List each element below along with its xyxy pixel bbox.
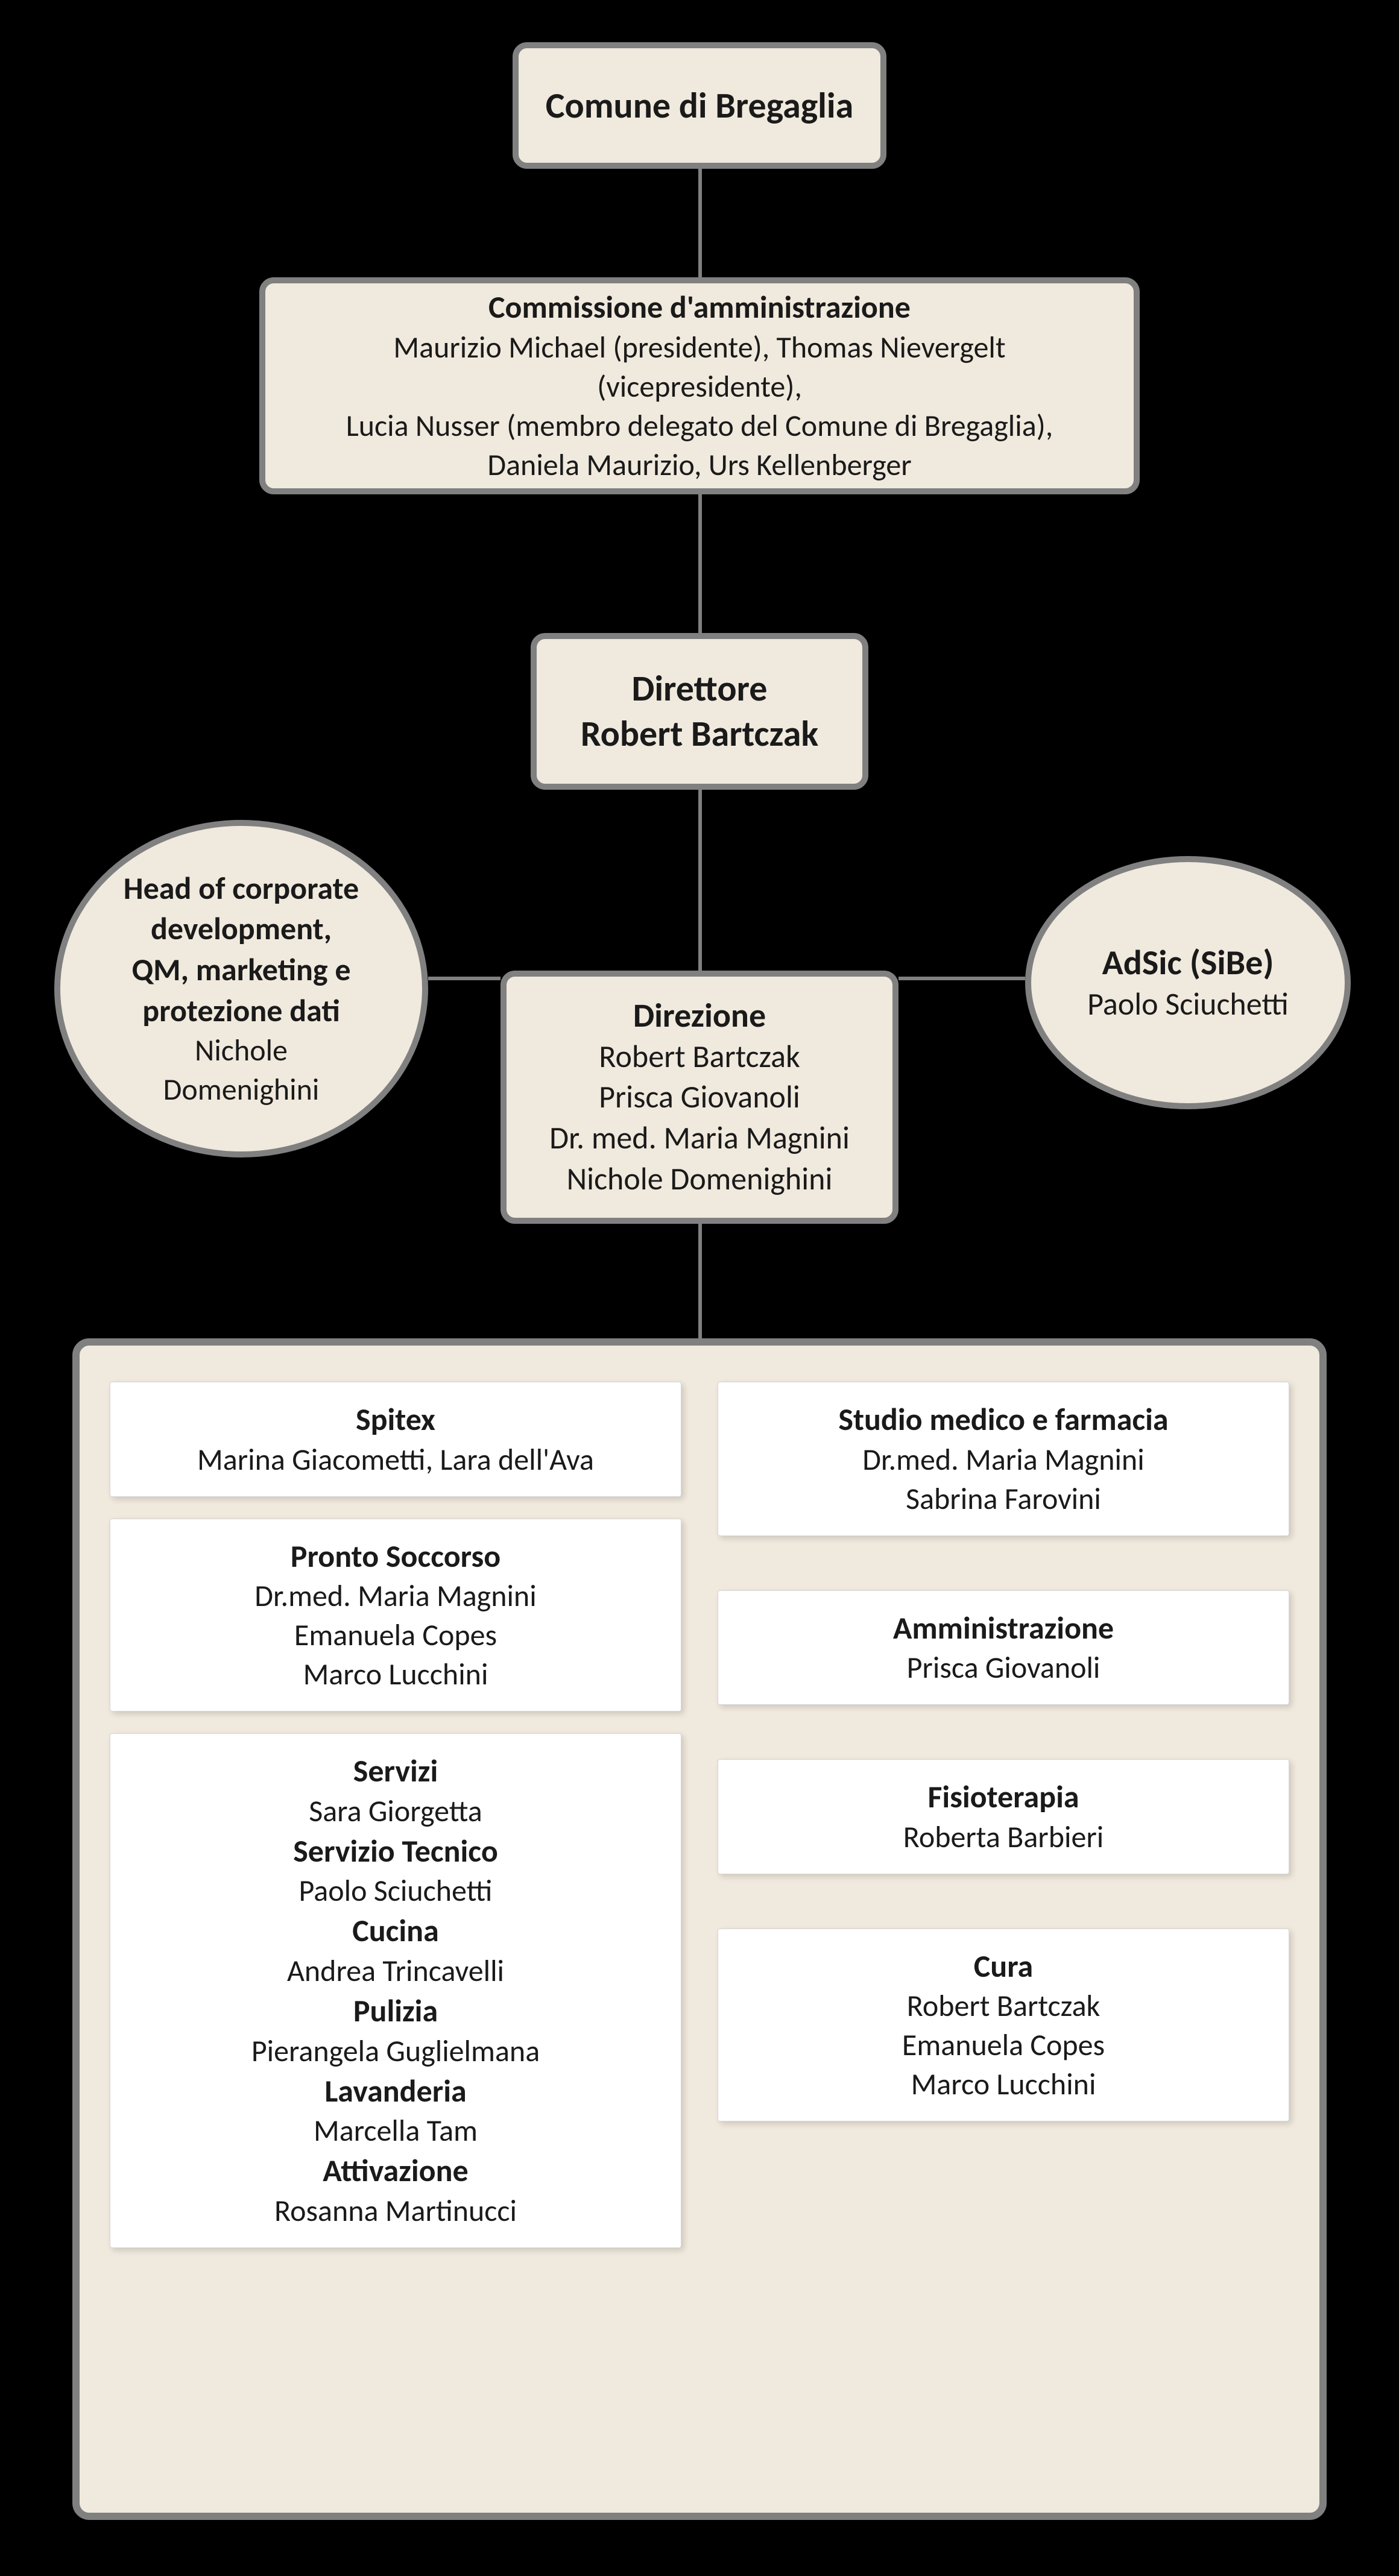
node-title-line: development, (151, 909, 332, 949)
dept-line: Pierangela Guglielmana (128, 2032, 663, 2071)
dept-line: Prisca Giovanoli (736, 1648, 1271, 1687)
dept-section-title: Servizi (128, 1751, 663, 1792)
connector (698, 169, 702, 277)
node-line: Lucia Nusser (membro delegato del Comune… (346, 406, 1053, 446)
dept-line: Marcella Tam (128, 2111, 663, 2150)
dept-line: Robert Bartczak (736, 1986, 1271, 2026)
departments-container: Spitex Marina Giacometti, Lara dell'Ava … (72, 1338, 1327, 2520)
departments-col-left: Spitex Marina Giacometti, Lara dell'Ava … (110, 1382, 681, 2477)
dept-pronto-soccorso: Pronto Soccorso Dr.med. Maria Magnini Em… (110, 1519, 681, 1712)
dept-section-title: Attivazione (128, 2150, 663, 2191)
node-commissione: Commissione d'amministrazione Maurizio M… (259, 277, 1140, 494)
dept-studio-medico: Studio medico e farmacia Dr.med. Maria M… (718, 1382, 1289, 1536)
dept-line: Marina Giacometti, Lara dell'Ava (128, 1440, 663, 1479)
dept-line: Dr.med. Maria Magnini (128, 1576, 663, 1616)
org-chart-canvas: Comune di Bregaglia Commissione d'ammini… (0, 0, 1399, 2576)
node-head-corporate: Head of corporate development, QM, marke… (54, 820, 428, 1157)
node-title-line: Head of corporate (124, 868, 359, 909)
node-title: Commissione d'amministrazione (488, 287, 911, 328)
dept-line: Marco Lucchini (128, 1655, 663, 1694)
departments-grid: Spitex Marina Giacometti, Lara dell'Ava … (110, 1382, 1289, 2477)
node-line: Nichole Domenighini (567, 1159, 833, 1200)
dept-line: Roberta Barbieri (736, 1818, 1271, 1857)
node-direzione: Direzione Robert Bartczak Prisca Giovano… (501, 971, 898, 1224)
node-direttore: Direttore Robert Bartczak (531, 633, 868, 790)
node-line: Dr. med. Maria Magnini (549, 1118, 850, 1159)
connector (698, 494, 702, 633)
dept-spitex: Spitex Marina Giacometti, Lara dell'Ava (110, 1382, 681, 1497)
node-title: Direttore (632, 666, 768, 711)
dept-line: Rosanna Martinucci (128, 2191, 663, 2231)
dept-title: Pronto Soccorso (128, 1536, 663, 1577)
dept-line: Sara Giorgetta (128, 1792, 663, 1831)
dept-title: Fisioterapia (736, 1777, 1271, 1818)
dept-line: Sabrina Farovini (736, 1479, 1271, 1519)
node-line: Robert Bartczak (581, 711, 818, 757)
node-title: Comune di Bregaglia (546, 83, 854, 128)
connector (698, 790, 702, 971)
dept-line: Emanuela Copes (736, 2026, 1271, 2065)
dept-section-title: Servizio Tecnico (128, 1831, 663, 1872)
node-title-line: QM, marketing e (131, 949, 350, 990)
node-line: Paolo Sciuchetti (1087, 984, 1289, 1025)
node-line: Maurizio Michael (presidente), Thomas Ni… (289, 328, 1110, 406)
dept-line: Emanuela Copes (128, 1616, 663, 1655)
connector (898, 977, 1025, 980)
node-line: Prisca Giovanoli (599, 1077, 800, 1118)
dept-title: Amministrazione (736, 1608, 1271, 1649)
node-title-line: protezione dati (142, 990, 340, 1031)
node-title: Direzione (633, 995, 766, 1036)
dept-section-title: Cucina (128, 1910, 663, 1951)
dept-cura: Cura Robert Bartczak Emanuela Copes Marc… (718, 1929, 1289, 2122)
node-comune: Comune di Bregaglia (513, 42, 886, 169)
node-line: Domenighini (163, 1070, 320, 1109)
dept-title: Cura (736, 1946, 1271, 1987)
node-line: Robert Bartczak (599, 1036, 800, 1077)
dept-line: Andrea Trincavelli (128, 1951, 663, 1991)
node-line: Nichole (195, 1031, 288, 1070)
dept-section-title: Pulizia (128, 1991, 663, 2032)
dept-line: Marco Lucchini (736, 2065, 1271, 2104)
dept-fisioterapia: Fisioterapia Roberta Barbieri (718, 1759, 1289, 1874)
dept-title: Spitex (128, 1399, 663, 1440)
dept-line: Dr.med. Maria Magnini (736, 1440, 1271, 1479)
node-adsic: AdSic (SiBe) Paolo Sciuchetti (1025, 856, 1351, 1109)
departments-col-right: Studio medico e farmacia Dr.med. Maria M… (718, 1382, 1289, 2477)
dept-title: Studio medico e farmacia (736, 1399, 1271, 1440)
dept-amministrazione: Amministrazione Prisca Giovanoli (718, 1590, 1289, 1705)
dept-servizi-multi: Servizi Sara Giorgetta Servizio Tecnico … (110, 1733, 681, 2248)
dept-line: Paolo Sciuchetti (128, 1871, 663, 1910)
node-line: Daniela Maurizio, Urs Kellenberger (487, 446, 911, 485)
connector (428, 977, 501, 980)
dept-section-title: Lavanderia (128, 2071, 663, 2112)
connector (698, 1224, 702, 1338)
node-title: AdSic (SiBe) (1102, 941, 1274, 984)
